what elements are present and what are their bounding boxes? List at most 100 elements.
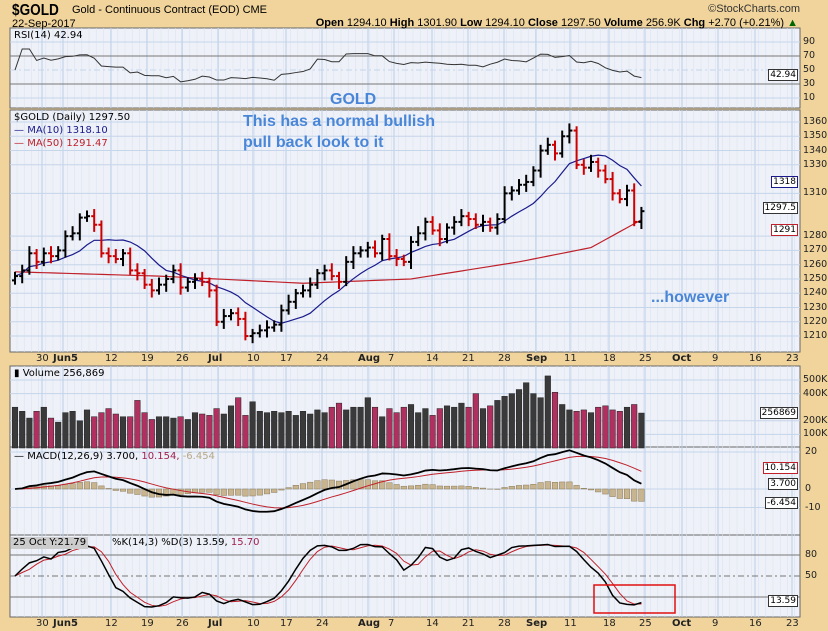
macd-histogram-bar: [299, 483, 307, 490]
price-tick: 1280: [803, 230, 828, 242]
rsi-line: [14, 48, 642, 83]
rsi-label: RSI(14) 42.94: [14, 30, 83, 41]
volume-label: ▮ Volume 256,869: [14, 368, 104, 380]
volume-bar: [249, 401, 256, 449]
macd-signal-tag: 10.154: [762, 462, 798, 475]
date-label: Jul: [208, 353, 223, 364]
macd-histogram-bar: [206, 488, 213, 493]
stoch-value-tag: 13.59: [768, 595, 798, 608]
volume-bar: [328, 406, 335, 449]
macd-histogram-bar: [429, 484, 436, 490]
date-label: 23: [786, 618, 799, 629]
volume-bar: [436, 408, 443, 449]
volume-bar: [544, 375, 551, 449]
instrument-title: Gold - Continuous Contract (EOD): [72, 4, 240, 16]
volume-bar: [559, 404, 566, 449]
volume-bar: [83, 409, 91, 449]
macd-histogram-bar: [119, 488, 127, 492]
date-label: Sep: [526, 353, 548, 364]
volume-bar: [148, 419, 155, 449]
volume-bar: [393, 412, 400, 449]
date-label: 7: [388, 618, 395, 629]
macd-tick: 20: [805, 446, 818, 457]
symbol: $GOLD: [12, 2, 59, 19]
macd-histogram-bar: [544, 481, 551, 490]
date-label: 12: [105, 618, 118, 629]
macd-histogram-bar: [623, 488, 631, 499]
volume-bar: [465, 406, 472, 449]
volume-bar: [184, 419, 191, 449]
date-label: Jul: [208, 618, 223, 629]
date-label: 17: [280, 353, 293, 364]
volume-bar: [299, 411, 307, 449]
volume-tick: 200K: [803, 414, 828, 426]
volume-bar: [170, 417, 177, 449]
date-label: 28: [498, 618, 511, 629]
price-tick: 1330: [803, 158, 828, 170]
volume-bar: [623, 406, 631, 449]
date-label: 9: [712, 618, 719, 629]
macd-histogram-bar: [465, 486, 472, 490]
volume-label-text: Volume 256,869: [22, 368, 105, 379]
macd-histogram-bar: [537, 482, 544, 490]
volume-bar: [343, 409, 350, 449]
macd-histogram-bar: [566, 481, 573, 490]
price-label: $GOLD (Daily) 1297.50: [14, 112, 131, 123]
macd-histogram-bar: [530, 483, 537, 490]
up-arrow-icon: ▲: [787, 17, 798, 29]
macd-histogram-bar: [199, 488, 206, 493]
macd-histogram-bar: [422, 483, 429, 490]
macd-signal-value: 10.154,: [141, 451, 180, 462]
macd-histogram-bar: [83, 481, 91, 490]
volume-bar: [307, 413, 314, 449]
macd-histogram-bar: [321, 479, 328, 490]
volume-bar: [479, 408, 487, 449]
macd-histogram-bar: [379, 480, 386, 490]
volume-tick: 500K: [803, 374, 828, 385]
date-label: 11: [564, 618, 577, 629]
macd-histogram-bar: [249, 488, 256, 497]
macd-histogram-bar: [55, 485, 62, 490]
volume-bar: [278, 412, 285, 449]
volume-bar: [33, 411, 40, 449]
volume-tick: 400K: [803, 387, 828, 399]
volume-bar: [292, 415, 299, 449]
volume-bar: [227, 405, 235, 449]
volume-bar: [91, 416, 98, 449]
date-label: 7: [388, 353, 395, 364]
volume-bar: [429, 415, 436, 449]
macd-line: [14, 449, 642, 513]
volume-bar: [551, 391, 559, 449]
volume-bar: [206, 415, 213, 449]
volume-bar: [98, 412, 105, 449]
macd-histogram-bar: [285, 487, 292, 490]
date-label: 19: [141, 353, 154, 364]
price-tick: 1340: [803, 144, 828, 156]
chg-label: Chg: [683, 17, 706, 29]
volume-bar: [40, 406, 47, 449]
stoch-d-value: 15.70: [230, 537, 260, 548]
date-label: 12: [105, 353, 118, 364]
volume-label: Volume: [603, 17, 643, 29]
volume-value: 256.9K: [645, 17, 681, 29]
stoch-label-text: %K(14,3) %D(3) 13.59,: [112, 537, 228, 548]
macd-histogram-bar: [580, 488, 587, 490]
volume-bar: [335, 402, 343, 449]
macd-histogram-bar: [98, 485, 105, 490]
exchange: CME: [242, 4, 268, 16]
macd-histogram-bar: [91, 482, 98, 490]
volume-bar: [580, 409, 587, 449]
price-tick: 1350: [803, 130, 828, 142]
volume-bar: [155, 416, 163, 449]
macd-histogram-bar: [602, 488, 609, 495]
high-value: 1301.90: [417, 17, 458, 29]
volume-bar: [62, 412, 69, 449]
volume-bar: [386, 408, 393, 449]
macd-histogram-bar: [415, 484, 422, 490]
volume-bar: [112, 413, 119, 449]
panel-0: [9, 27, 801, 109]
macd-histogram-bar: [515, 485, 523, 490]
price-tick: 1310: [803, 187, 828, 199]
price-tick: 1240: [803, 287, 828, 299]
date-label: 21: [462, 353, 475, 364]
